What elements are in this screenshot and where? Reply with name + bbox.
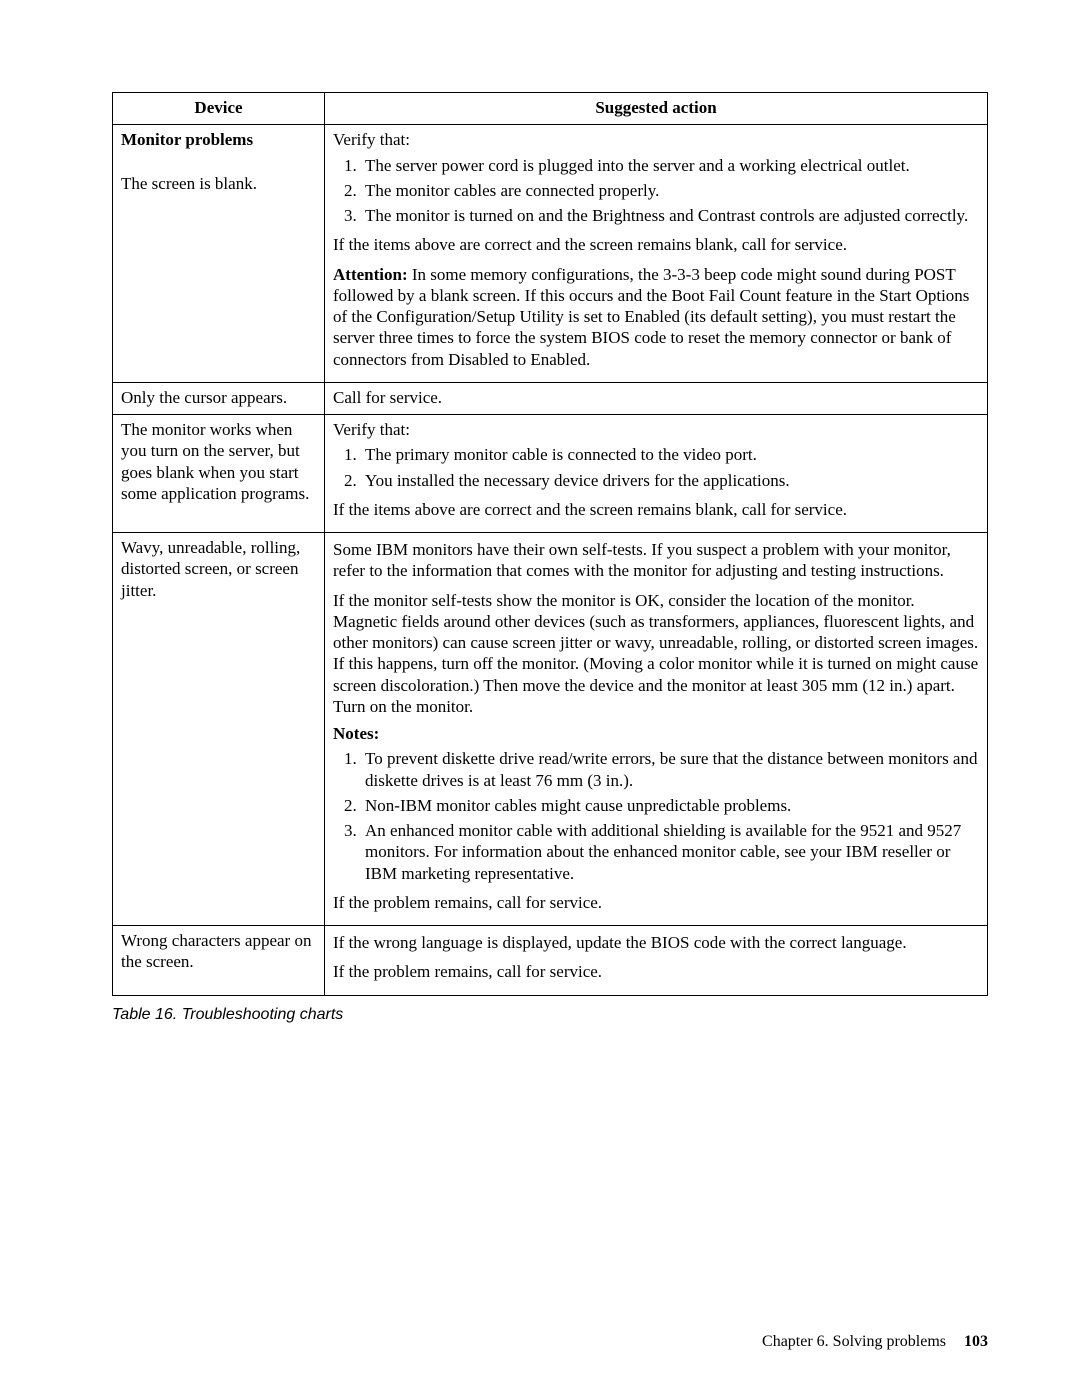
- table-row: The monitor works when you turn on the s…: [113, 415, 988, 533]
- action-cell: Call for service.: [325, 382, 988, 414]
- header-action: Suggested action: [325, 93, 988, 125]
- page: Device Suggested action Monitor problems…: [0, 0, 1080, 1397]
- verify-intro: Verify that:: [333, 419, 979, 440]
- device-cell: The monitor works when you turn on the s…: [113, 415, 325, 533]
- table-caption: Table 16. Troubleshooting charts: [112, 1006, 988, 1024]
- device-cell: Only the cursor appears.: [113, 382, 325, 414]
- notes-label: Notes:: [333, 723, 979, 744]
- header-device: Device: [113, 93, 325, 125]
- attention-text: In some memory configurations, the 3-3-3…: [333, 265, 969, 369]
- after-notes: If the problem remains, call for service…: [333, 961, 979, 982]
- action-cell: If the wrong language is displayed, upda…: [325, 926, 988, 996]
- footer-chapter: Chapter 6. Solving problems: [762, 1333, 946, 1350]
- list-item: You installed the necessary device drive…: [361, 470, 979, 491]
- device-cell: Monitor problems The screen is blank.: [113, 125, 325, 383]
- attention-para: Attention: In some memory configurations…: [333, 264, 979, 370]
- list-item: The monitor cables are connected properl…: [361, 180, 979, 201]
- action-cell: Verify that: The primary monitor cable i…: [325, 415, 988, 533]
- table-row: Wrong characters appear on the screen. I…: [113, 926, 988, 996]
- device-text: The screen is blank.: [121, 173, 316, 194]
- list-item: The server power cord is plugged into th…: [361, 155, 979, 176]
- after-notes: If the problem remains, call for service…: [333, 892, 979, 913]
- table-row: Wavy, unreadable, rolling, distorted scr…: [113, 533, 988, 926]
- list-item: The primary monitor cable is connected t…: [361, 444, 979, 465]
- notes-list: To prevent diskette drive read/write err…: [333, 748, 979, 884]
- table-row: Monitor problems The screen is blank. Ve…: [113, 125, 988, 383]
- device-cell: Wrong characters appear on the screen.: [113, 926, 325, 996]
- troubleshooting-table: Device Suggested action Monitor problems…: [112, 92, 988, 996]
- list-item: Non-IBM monitor cables might cause unpre…: [361, 795, 979, 816]
- table-row: Only the cursor appears. Call for servic…: [113, 382, 988, 414]
- action-cell: Some IBM monitors have their own self-te…: [325, 533, 988, 926]
- verify-list: The server power cord is plugged into th…: [333, 155, 979, 227]
- attention-label: Attention:: [333, 265, 408, 284]
- list-item: An enhanced monitor cable with additiona…: [361, 820, 979, 884]
- para: If the wrong language is displayed, upda…: [333, 932, 979, 953]
- verify-list: The primary monitor cable is connected t…: [333, 444, 979, 491]
- para: Some IBM monitors have their own self-te…: [333, 539, 979, 582]
- device-subheading: Monitor problems: [121, 129, 316, 150]
- verify-intro: Verify that:: [333, 129, 979, 150]
- list-item: To prevent diskette drive read/write err…: [361, 748, 979, 791]
- after-verify: If the items above are correct and the s…: [333, 499, 979, 520]
- device-cell: Wavy, unreadable, rolling, distorted scr…: [113, 533, 325, 926]
- page-footer: Chapter 6. Solving problems 103: [762, 1333, 988, 1351]
- para: If the monitor self-tests show the monit…: [333, 590, 979, 718]
- list-item: The monitor is turned on and the Brightn…: [361, 205, 979, 226]
- action-cell: Verify that: The server power cord is pl…: [325, 125, 988, 383]
- after-verify: If the items above are correct and the s…: [333, 234, 979, 255]
- footer-page-number: 103: [964, 1333, 988, 1350]
